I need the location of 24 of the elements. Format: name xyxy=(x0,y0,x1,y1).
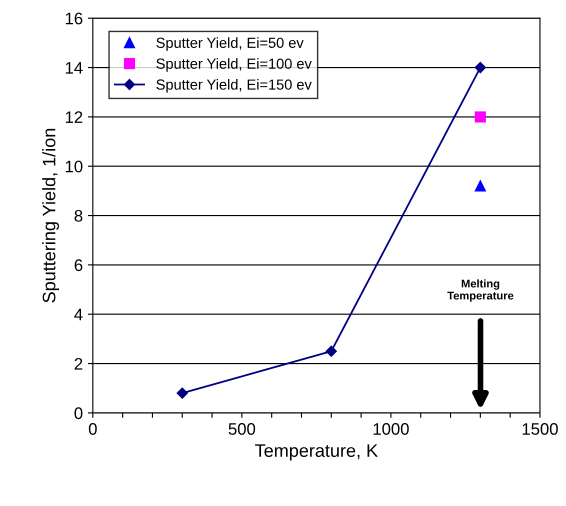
point xyxy=(474,111,486,122)
y-tick-label: 0 xyxy=(74,407,82,420)
annotation: Melting Temperature xyxy=(447,279,514,302)
x-tick-label: 1000 xyxy=(374,423,409,435)
y-tick-label: 4 xyxy=(74,308,83,320)
legend-label: Sputter Yield, Ei=150 ev xyxy=(156,79,312,93)
y-tick-label: 10 xyxy=(66,160,82,172)
x-tick-label: 500 xyxy=(228,423,256,435)
point xyxy=(474,62,486,74)
y-tick-label: 6 xyxy=(74,259,82,272)
point xyxy=(474,180,486,192)
y-tick-label: 8 xyxy=(74,210,82,222)
y-tick-label: 2 xyxy=(74,358,82,370)
legend-label: Sputter Yield, Ei=50 ev xyxy=(156,37,304,51)
y-tick-label: 14 xyxy=(66,62,83,74)
x-axis-title: Temperature, K xyxy=(255,444,378,461)
point xyxy=(176,388,188,399)
x-tick-label: 1500 xyxy=(522,423,558,435)
y-axis-title: Sputtering Yield, 1/ion xyxy=(42,128,60,303)
legend-label: Sputter Yield, Ei=100 ev xyxy=(156,58,312,72)
y-tick-label: 16 xyxy=(66,12,82,24)
y-tick-label: 12 xyxy=(66,111,82,123)
point xyxy=(326,346,337,357)
x-tick-label: 0 xyxy=(88,423,97,435)
